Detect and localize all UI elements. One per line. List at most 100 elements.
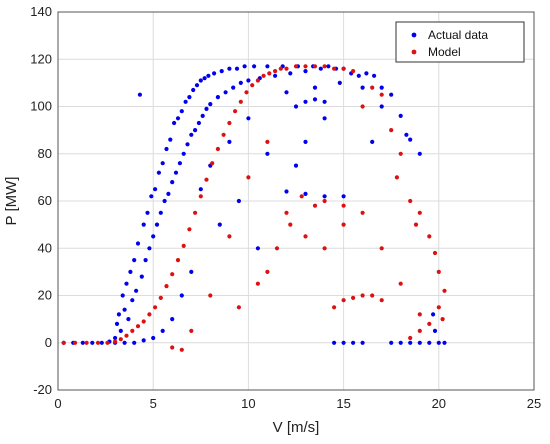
actual-data-point [322, 116, 327, 121]
actual-data-point [332, 340, 337, 345]
x-tick-label: 0 [54, 396, 61, 411]
x-tick-label: 15 [336, 396, 350, 411]
actual-data-point [312, 85, 318, 90]
actual-data-point [208, 102, 213, 107]
model-data-point [84, 340, 89, 345]
actual-data-point [284, 189, 289, 194]
model-data-point [417, 312, 422, 317]
actual-data-point [265, 64, 270, 69]
actual-data-point [364, 71, 369, 76]
actual-data-point [160, 328, 165, 333]
actual-data-point [175, 116, 181, 121]
actual-data-point [162, 198, 167, 204]
model-data-point [341, 66, 346, 71]
actual-data-point [432, 328, 438, 333]
actual-data-point [273, 73, 278, 78]
actual-data-point [427, 340, 432, 345]
model-data-point [198, 194, 203, 199]
series-model [61, 64, 447, 352]
actual-data-point [234, 66, 240, 71]
actual-data-point [118, 328, 123, 333]
actual-data-point [227, 139, 232, 144]
actual-data-point [288, 71, 293, 76]
model-data-point [427, 321, 432, 326]
actual-data-point [147, 246, 152, 251]
actual-data-point [442, 340, 447, 345]
actual-data-point [151, 335, 156, 341]
model-data-point [61, 340, 66, 345]
model-data-point [73, 340, 78, 345]
actual-data-point [173, 170, 179, 175]
actual-data-point [303, 99, 308, 104]
actual-data-point [417, 151, 422, 156]
actual-data-point [90, 340, 95, 345]
model-data-point [130, 328, 135, 333]
model-data-point [193, 210, 198, 215]
model-data-point [238, 99, 243, 104]
model-data-point [255, 281, 260, 286]
model-data-point [181, 243, 186, 248]
actual-data-point [80, 340, 85, 345]
actual-data-point [293, 104, 299, 109]
actual-data-point [265, 151, 270, 156]
actual-data-point [145, 210, 150, 215]
model-data-point [398, 281, 403, 286]
actual-data-point [113, 335, 118, 341]
model-data-point [284, 210, 289, 215]
y-tick-label: -20 [33, 382, 52, 397]
actual-data-point [177, 161, 182, 166]
model-data-point [236, 305, 241, 310]
actual-data-point [99, 340, 104, 345]
model-data-point [288, 222, 293, 227]
actual-data-point [137, 92, 142, 97]
model-data-point [442, 288, 447, 293]
y-tick-label: 80 [38, 146, 52, 161]
model-data-point [303, 234, 308, 239]
model-data-point [265, 269, 270, 274]
actual-data-point [231, 85, 236, 90]
legend-label-model: Model [428, 45, 461, 59]
plot-frame [57, 11, 535, 391]
actual-data-point [158, 210, 163, 215]
model-data-point [389, 128, 394, 133]
actual-data-point [356, 73, 361, 78]
actual-data-point [154, 222, 160, 227]
actual-data-point [227, 66, 232, 71]
actual-data-point [398, 113, 403, 118]
actual-data-point [236, 198, 241, 204]
model-data-point [360, 104, 365, 109]
actual-data-point [370, 139, 375, 144]
model-data-point [413, 222, 419, 227]
actual-data-point [149, 194, 154, 199]
y-tick-label: 0 [45, 335, 52, 350]
actual-data-point [219, 69, 224, 74]
model-data-point [440, 317, 445, 322]
model-data-point [95, 340, 101, 345]
actual-data-point [379, 104, 384, 109]
actual-data-point [312, 97, 318, 102]
actual-data-point [153, 187, 158, 192]
x-tick-label: 5 [150, 396, 157, 411]
model-data-point [179, 347, 184, 352]
model-data-point [322, 246, 327, 251]
actual-data-point [166, 191, 171, 196]
actual-data-point [206, 73, 211, 78]
y-tick-label: 140 [30, 4, 52, 19]
model-data-point [187, 227, 192, 232]
model-data-point [124, 333, 129, 338]
model-data-point [322, 64, 327, 69]
model-data-point [417, 328, 422, 333]
actual-data-point [322, 99, 327, 104]
model-data-point [175, 258, 181, 263]
model-data-point [351, 69, 356, 74]
model-data-point [135, 324, 141, 329]
actual-data-point [156, 170, 161, 175]
model-data-point [312, 203, 318, 208]
model-data-point [113, 339, 118, 344]
actual-data-point [215, 95, 220, 100]
actual-data-point [193, 128, 198, 133]
actual-data-point [200, 113, 205, 118]
actual-data-point [379, 85, 384, 90]
model-data-point [379, 246, 384, 251]
y-tick-label: 60 [38, 193, 52, 208]
